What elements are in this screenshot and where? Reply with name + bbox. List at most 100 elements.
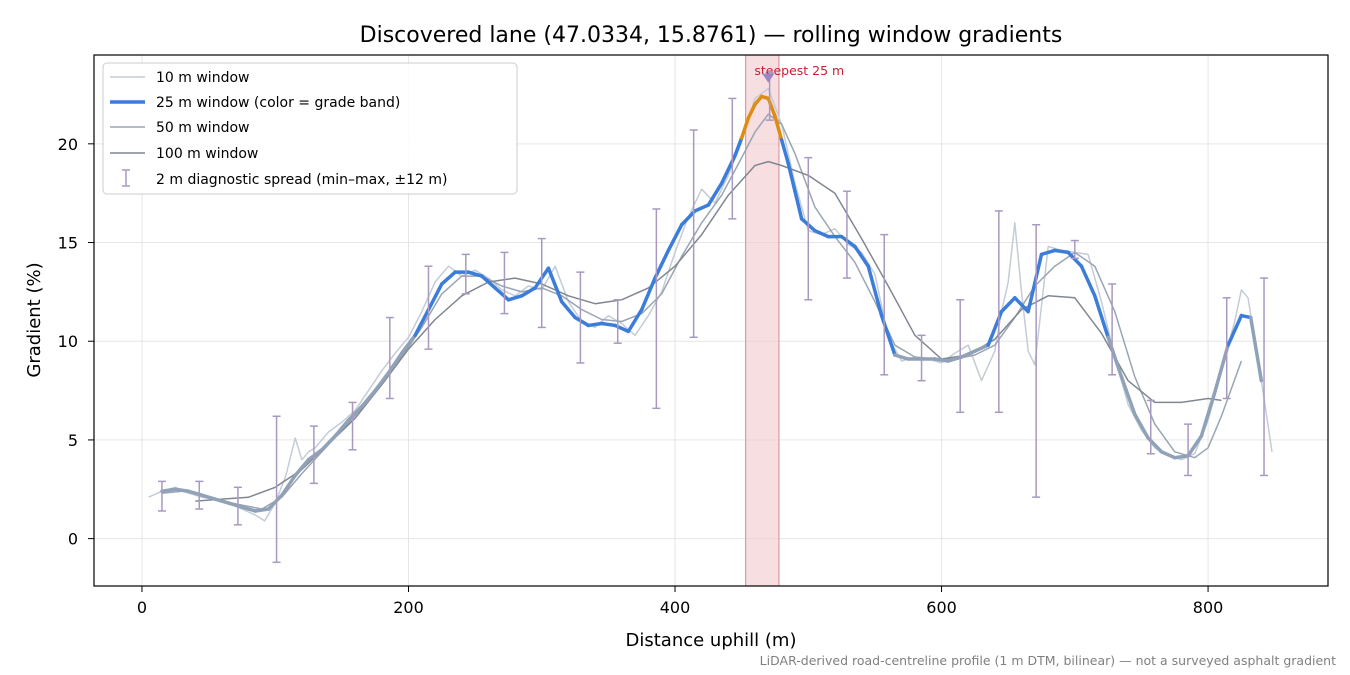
diagnostic-spread-bar xyxy=(1222,297,1231,400)
series-25m-segment xyxy=(493,286,511,302)
steepest-span-label: steepest 25 m xyxy=(754,63,844,78)
series-25m-segment xyxy=(400,333,417,355)
steepest-peak-marker xyxy=(762,73,775,83)
diagnostic-spread-bar xyxy=(956,299,965,414)
diagnostic-spread-bar xyxy=(1260,277,1269,477)
series-25m-segment xyxy=(1039,248,1057,257)
x-tick-label: 600 xyxy=(926,598,957,617)
series-25m-segment xyxy=(360,388,377,409)
diagnostic-spread-bar xyxy=(348,401,357,451)
steepest-span-band xyxy=(745,54,780,587)
series-line-25m xyxy=(160,94,1264,513)
legend-label-10m: 10 m window xyxy=(156,70,249,86)
series-25m-segment xyxy=(893,353,910,361)
x-tick-label: 400 xyxy=(660,598,691,617)
series-25m-segment xyxy=(693,203,711,213)
grid-lines xyxy=(94,55,1328,586)
series-25m-segment xyxy=(253,507,271,513)
series-25m-segment xyxy=(779,138,791,166)
diagnostic-spread-bar xyxy=(309,425,318,485)
series-25m-segment xyxy=(520,286,537,298)
series-25m-segment xyxy=(386,351,404,375)
legend-label-spread: 2 m diagnostic spread (min–max, ±12 m) xyxy=(156,172,447,188)
series-25m-segment xyxy=(466,270,484,278)
series-25m-segment xyxy=(1079,264,1097,298)
annotation-layer: steepest 25 m xyxy=(754,63,844,83)
y-tick-label: 10 xyxy=(58,332,78,351)
series-25m-segment xyxy=(786,161,797,193)
series-25m-segment xyxy=(1093,294,1110,340)
diagnostic-spread-bar xyxy=(1032,224,1041,498)
series-25m-segment xyxy=(506,294,524,302)
x-tick-label: 800 xyxy=(1193,598,1224,617)
diagnostic-spread-bar xyxy=(880,233,889,376)
series-25m-segment xyxy=(1133,412,1150,440)
legend-label-100m: 100 m window xyxy=(156,146,258,162)
series-25m-segment xyxy=(959,349,977,359)
series-25m-segment xyxy=(1212,343,1230,395)
legend-label-50m: 50 m window xyxy=(156,120,249,136)
diagnostic-spread-bar xyxy=(576,271,585,364)
y-axis-ticks: 0 5 10 15 20 xyxy=(58,135,94,549)
series-25m-segment xyxy=(813,228,831,239)
series-25m-segment xyxy=(293,457,311,478)
series-25m-segment xyxy=(346,404,364,422)
series-25m-segment xyxy=(626,307,644,334)
series-25m-segment xyxy=(266,493,284,511)
series-25m-segment xyxy=(240,505,257,513)
legend-swatch-spread xyxy=(122,169,130,187)
series-25m-segment xyxy=(413,307,431,338)
x-tick-label: 0 xyxy=(137,598,147,617)
series-25m-segment xyxy=(573,315,591,328)
footnote: LiDAR-derived road-centreline profile (1… xyxy=(760,653,1336,668)
series-25m-segment xyxy=(1053,248,1070,255)
x-axis-ticks: 0 200 400 600 800 xyxy=(137,586,1223,617)
diagnostic-spread-bar xyxy=(461,253,470,295)
series-25m-segment xyxy=(280,473,297,497)
diagnostic-spread-bar xyxy=(272,415,281,564)
plot-frame xyxy=(93,54,1329,587)
series-25m-segment xyxy=(586,321,604,328)
series-25m-segment xyxy=(306,448,324,462)
series-25m-segment xyxy=(746,102,757,120)
series-line-10m xyxy=(148,87,1273,522)
series-25m-segment xyxy=(933,357,950,363)
series-25m-segment xyxy=(213,497,231,505)
diagnostic-spread-bar xyxy=(917,334,926,382)
diagnostic-spread-bar xyxy=(424,265,433,350)
series-25m-segment xyxy=(1186,434,1204,458)
series-25m-segment xyxy=(373,371,391,393)
diagnostic-spread-bar xyxy=(842,190,851,279)
series-25m-segment xyxy=(599,321,617,328)
series-25m-segment xyxy=(839,234,857,249)
series-25m-segment xyxy=(559,299,577,320)
series-25m-segment xyxy=(679,209,697,227)
series-25m-segment xyxy=(973,343,990,353)
y-tick-label: 5 xyxy=(68,431,78,450)
series-25m-segment xyxy=(793,189,804,221)
diagnostic-spread-layer xyxy=(157,72,1269,564)
series-25m-segment xyxy=(946,355,964,363)
series-25m-segment xyxy=(480,274,497,290)
series-25m-segment xyxy=(706,181,724,207)
series-25m-segment xyxy=(739,116,751,140)
diagnostic-spread-bar xyxy=(195,480,204,510)
diagnostic-spread-bar xyxy=(500,251,509,315)
legend-label-25m: 25 m window (color = grade band) xyxy=(156,95,400,111)
series-25m-segment xyxy=(866,264,884,318)
series-25m-segment xyxy=(1106,335,1124,379)
x-tick-label: 200 xyxy=(393,598,424,617)
series-25m-segment xyxy=(320,434,337,452)
series-25m-segment xyxy=(1026,252,1044,314)
series-25m-segment xyxy=(226,501,244,509)
series-25m-segment xyxy=(653,248,671,280)
legend: 10 m window 25 m window (color = grade b… xyxy=(102,62,518,195)
diagnostic-spread-bar xyxy=(1108,283,1117,376)
series-25m-segment xyxy=(666,223,684,253)
series-25m-segment xyxy=(639,276,657,312)
series-25m-segment xyxy=(1159,450,1177,460)
series-layer xyxy=(148,87,1273,522)
y-axis-label: Gradient (%) xyxy=(24,262,45,377)
series-25m-segment xyxy=(200,493,218,501)
